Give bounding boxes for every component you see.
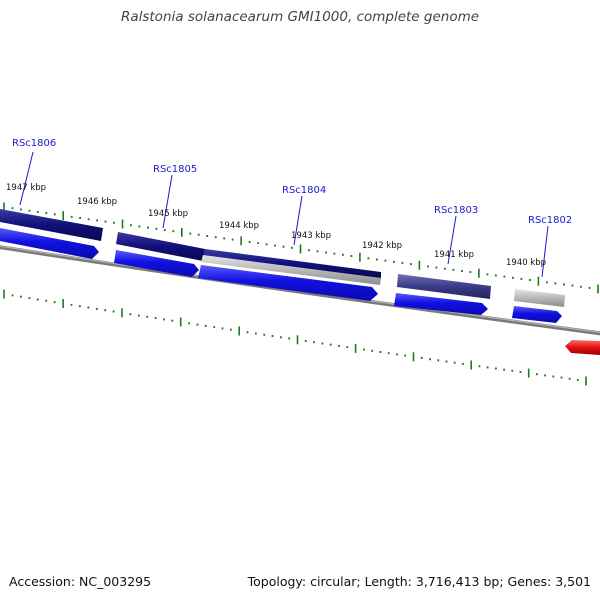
map-title: Ralstonia solanacearum GMI1000, complete…: [120, 9, 480, 25]
kbp-label: 1947 kbp: [6, 183, 46, 193]
accession-text: Accession: NC_003295: [9, 574, 152, 589]
gene-leader-line: [293, 195, 303, 246]
kbp-label: 1943 kbp: [291, 231, 331, 241]
gene-label-rsc1805[interactable]: RSc1805: [153, 164, 197, 175]
feature-bar-dark: [0, 209, 103, 241]
gene-label-rsc1806[interactable]: RSc1806: [12, 138, 56, 149]
gene-label-rsc1802[interactable]: RSc1802: [528, 215, 572, 226]
genome-backbone: [0, 245, 600, 336]
gene-leader-line: [19, 151, 34, 206]
gene-leader-line: [447, 215, 457, 265]
feature-bar-gray: [201, 255, 381, 285]
gene-label-rsc1803[interactable]: RSc1803: [434, 205, 478, 216]
gene-arrow: [0, 228, 99, 259]
gene-arrow: [114, 250, 199, 277]
feature-bar-gray: [514, 289, 565, 307]
feature-bar-dark: [203, 249, 381, 278]
kbp-label: 1940 kbp: [506, 258, 546, 268]
feature-bar-dark: [116, 232, 205, 261]
kbp-label: 1946 kbp: [77, 197, 117, 207]
gene-arrow: [512, 306, 562, 323]
genome-summary-text: Topology: circular; Length: 3,716,413 bp…: [247, 574, 591, 589]
tick-ring-inner: [3, 289, 587, 386]
gene-leader-line: [541, 225, 549, 278]
feature-bar-mid: [397, 274, 491, 299]
gene-leader-line: [162, 174, 173, 229]
kbp-label: 1941 kbp: [434, 250, 474, 260]
kbp-label: 1942 kbp: [362, 241, 402, 251]
tick-ring-outer: [3, 202, 599, 294]
gene-arrow-reverse: [565, 340, 600, 355]
kbp-label: 1944 kbp: [219, 221, 259, 231]
gene-arrow: [198, 265, 378, 301]
gene-label-rsc1804[interactable]: RSc1804: [282, 185, 326, 196]
kbp-label: 1945 kbp: [148, 209, 188, 219]
gene-arrow: [394, 293, 488, 315]
